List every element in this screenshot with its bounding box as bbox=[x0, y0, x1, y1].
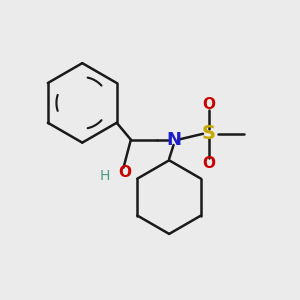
Text: O: O bbox=[118, 165, 131, 180]
Text: N: N bbox=[166, 131, 181, 149]
Text: S: S bbox=[202, 124, 216, 143]
Text: H: H bbox=[99, 169, 110, 184]
Text: O: O bbox=[202, 156, 215, 171]
Text: O: O bbox=[202, 97, 215, 112]
